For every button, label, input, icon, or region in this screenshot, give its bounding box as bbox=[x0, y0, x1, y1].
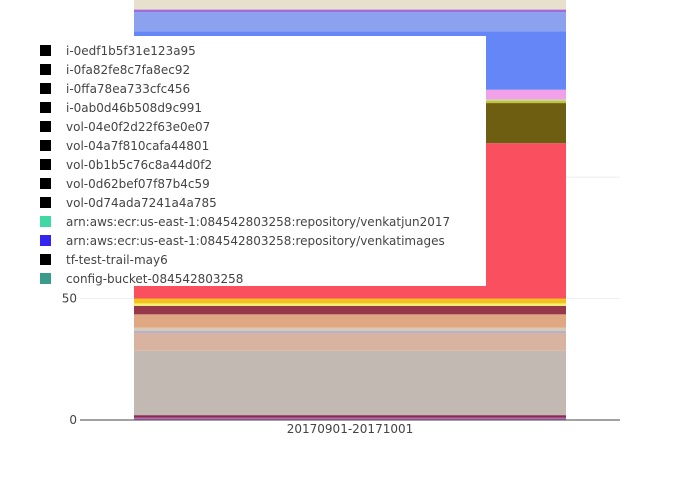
bar-segment bbox=[134, 331, 566, 333]
y-tick-label: 0 bbox=[69, 413, 77, 427]
legend-item[interactable]: tf-test-trail-may6 bbox=[40, 250, 168, 269]
legend-item[interactable]: vol-04a7f810cafa44801 bbox=[40, 136, 209, 155]
legend-label: vol-0b1b5c76c8a44d0f2 bbox=[66, 157, 213, 172]
legend-item[interactable]: vol-0d62bef07f87b4c59 bbox=[40, 174, 210, 193]
legend-item[interactable]: config-bucket-084542803258 bbox=[40, 269, 243, 288]
legend-label: i-0edf1b5f31e123a95 bbox=[66, 43, 196, 58]
legend-swatch bbox=[40, 197, 51, 208]
bar-segment bbox=[134, 305, 566, 315]
legend-swatch bbox=[40, 45, 51, 56]
bar-segment bbox=[134, 12, 566, 32]
legend-item[interactable]: arn:aws:ecr:us-east-1:084542803258:repos… bbox=[40, 212, 450, 231]
legend-label: i-0ffa78ea733cfc456 bbox=[66, 81, 191, 96]
legend-label: i-0fa82fe8c7fa8ec92 bbox=[66, 62, 191, 77]
y-tick-labels: 0 50 bbox=[62, 292, 77, 427]
legend-swatch bbox=[40, 102, 51, 113]
bar-segment bbox=[134, 9, 566, 12]
bar-segment bbox=[134, 327, 566, 332]
bar-segment bbox=[134, 350, 566, 416]
legend-label: arn:aws:ecr:us-east-1:084542803258:repos… bbox=[66, 233, 445, 248]
legend-label: config-bucket-084542803258 bbox=[66, 271, 244, 286]
legend-swatch bbox=[40, 121, 51, 132]
legend-swatch bbox=[40, 83, 51, 94]
legend-item[interactable]: vol-0d74ada7241a4a785 bbox=[40, 193, 217, 212]
bar-segment bbox=[134, 417, 566, 420]
x-tick-label: 20170901-20171001 bbox=[287, 422, 414, 436]
bar-segment bbox=[134, 314, 566, 328]
legend-swatch bbox=[40, 216, 51, 227]
legend-label: vol-0d74ada7241a4a785 bbox=[66, 195, 217, 210]
legend-label: tf-test-trail-may6 bbox=[66, 252, 168, 267]
legend-swatch bbox=[40, 273, 51, 284]
legend-label: vol-04e0f2d22f63e0e07 bbox=[66, 119, 211, 134]
legend-label: vol-04a7f810cafa44801 bbox=[66, 138, 210, 153]
legend-item[interactable]: vol-04e0f2d22f63e0e07 bbox=[40, 117, 210, 136]
bar-segment bbox=[134, 298, 566, 304]
y-tick-label: 50 bbox=[62, 292, 77, 306]
legend-swatch bbox=[40, 235, 51, 246]
legend-item[interactable]: i-0ab0d46b508d9c991 bbox=[40, 98, 202, 117]
legend-swatch bbox=[40, 178, 51, 189]
bar-segment bbox=[134, 332, 566, 351]
legend-label: vol-0d62bef07f87b4c59 bbox=[66, 176, 210, 191]
legend-item[interactable]: vol-0b1b5c76c8a44d0f2 bbox=[40, 155, 212, 174]
legend-label: arn:aws:ecr:us-east-1:084542803258:repos… bbox=[66, 214, 451, 229]
bar-segment bbox=[134, 415, 566, 418]
legend-swatch bbox=[40, 159, 51, 170]
bar-segment bbox=[134, 0, 566, 10]
legend-label: i-0ab0d46b508d9c991 bbox=[66, 100, 203, 115]
legend-item[interactable]: i-0ffa78ea733cfc456 bbox=[40, 79, 190, 98]
legend: i-0edf1b5f31e123a95 i-0fa82fe8c7fa8ec92 i-… bbox=[30, 36, 486, 286]
legend-item[interactable]: arn:aws:ecr:us-east-1:084542803258:repos… bbox=[40, 231, 445, 250]
legend-item[interactable]: i-0edf1b5f31e123a95 bbox=[40, 41, 196, 60]
legend-swatch bbox=[40, 254, 51, 265]
legend-swatch bbox=[40, 140, 51, 151]
bar-segment bbox=[134, 303, 566, 306]
legend-item[interactable]: i-0fa82fe8c7fa8ec92 bbox=[40, 60, 190, 79]
legend-swatch bbox=[40, 64, 51, 75]
